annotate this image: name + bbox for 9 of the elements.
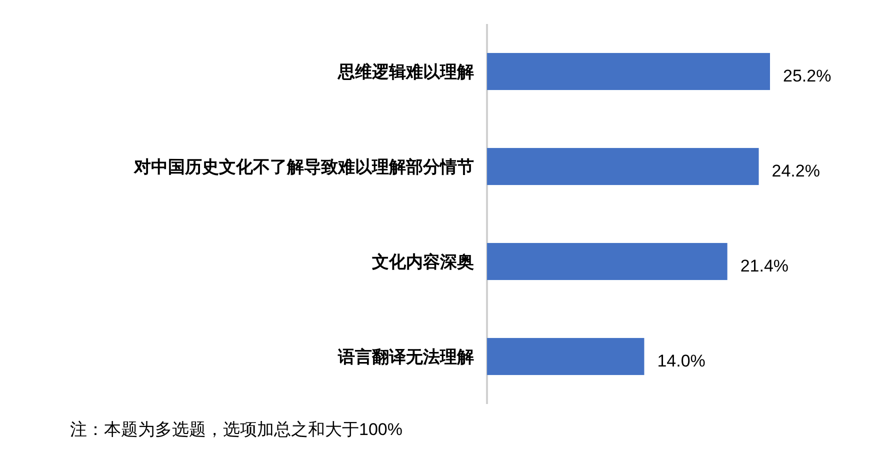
y-tick-label: 文化内容深奥 [371,252,474,272]
annotation: 注：本题为多选题，选项加总之和大于100% [70,420,402,439]
y-tick-label: 对中国历史文化不了解导致难以理解部分情节 [133,158,474,176]
data-label: 24.2% [772,162,820,180]
y-tick-label: 思维逻辑难以理解 [337,62,474,82]
data-label: 25.2% [783,66,832,86]
data-label: 21.4% [740,256,789,276]
y-tick-label: 语言翻译无法理解 [337,348,474,366]
data-label: 14.0% [657,352,706,370]
